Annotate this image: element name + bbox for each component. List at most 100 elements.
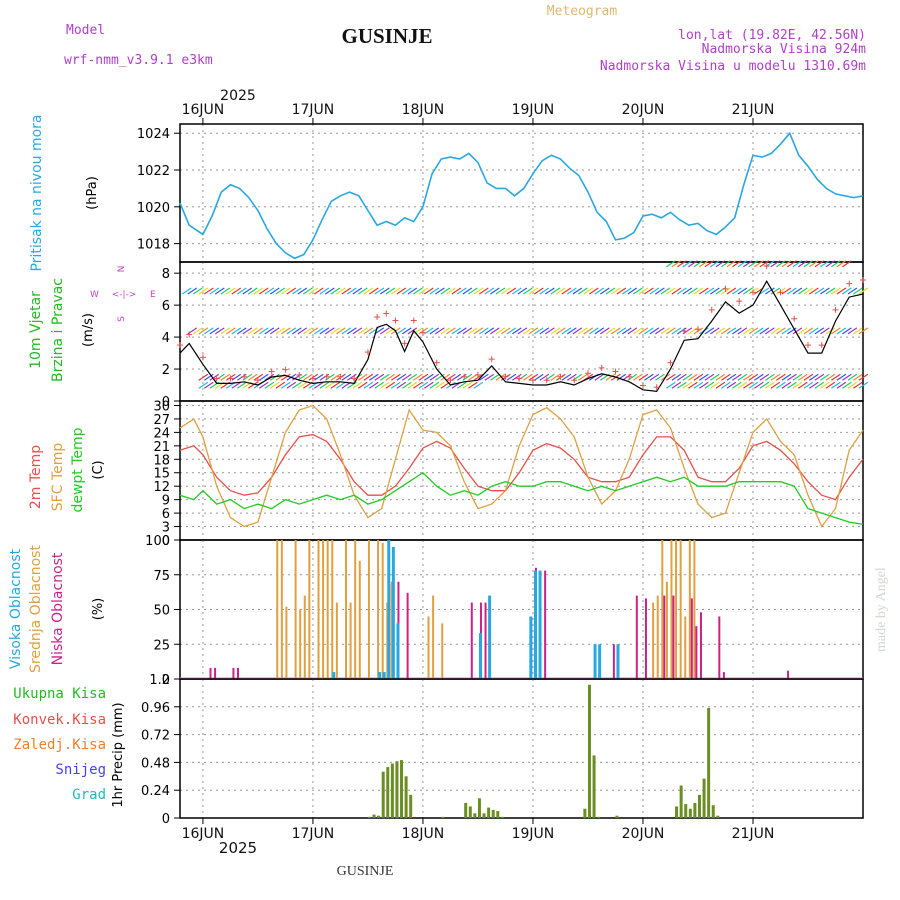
wind-barb [462,287,473,295]
wind-barb [649,373,660,381]
wind-barb [787,260,797,268]
wind-barb [467,287,478,295]
wind-barb [363,381,374,389]
y-tick-label: 0.96 [141,701,170,716]
wind-barb [236,287,247,295]
wind-barb [831,381,841,389]
date-label-bottom: 21JUN [732,826,775,842]
wind-barb [594,327,605,335]
wind-barb [781,327,792,335]
wind-barb [440,287,451,295]
wind-barb [231,287,242,295]
wind-barb [765,287,775,295]
y-tick-label: 21 [153,440,170,455]
wind-barb [781,373,792,381]
wind-barb [737,287,748,295]
wind-barb [611,327,621,335]
precip-bar [496,811,500,818]
wind-barb [842,381,852,389]
wind-barb [809,381,819,389]
gust-mark [461,373,468,380]
wind-barb [693,373,704,381]
wind-barb [836,260,847,268]
wind-barb [556,287,566,295]
wind-barb [341,373,352,381]
precip-bar [409,794,413,818]
wind-barb [352,327,363,335]
wind-barb [671,287,682,295]
gust-mark [488,356,495,363]
wind-barb [759,381,770,389]
gust-mark [516,375,523,382]
wind-barb [258,373,269,381]
wind-barb [247,287,258,295]
wind-barb [743,373,753,381]
wind-barb [489,287,500,295]
wind-barb [836,373,847,381]
wind-panel: 0 2 4 6 8 N W E S <-|-> [90,260,869,410]
wind-barb [523,373,533,381]
wind-barb [770,381,781,389]
wind-barb [209,373,220,381]
wind-barb [594,287,605,295]
wind-barb [291,287,302,295]
wind-barb [214,287,225,295]
wind-barb [682,260,693,268]
wind-barb [203,327,214,335]
wind-barb [627,327,638,335]
compass-n: N [117,266,127,273]
wind-barb [787,381,797,389]
wind-barb [401,287,412,295]
cloud-bar [209,667,212,679]
wind-barb [616,287,627,295]
precip-bar [587,684,591,818]
compass-w: W [90,290,99,300]
cloud-bar [354,540,357,679]
gust-mark [199,354,206,361]
gust-mark [791,315,798,322]
y-tick-label: 9 [162,494,170,509]
y-tick-label: 0.48 [141,756,170,771]
wind-barb [462,381,473,389]
wind-barb [715,381,726,389]
y-tick-label: 18 [153,453,170,468]
wind-speed-line [179,279,864,393]
wind-barb [247,327,258,335]
cloud-bar [331,540,334,679]
location-title: GUSINJE [341,24,432,48]
gust-mark [763,262,770,269]
precip-bar [615,815,619,818]
wind-barb [842,373,852,381]
wind-barb [517,287,528,295]
precip-bar [404,776,408,818]
wind-barb [291,327,302,335]
wind-barb [754,373,764,381]
wind-barb [847,287,858,295]
wind-barb [456,381,467,389]
wind-barb [363,287,374,295]
wind-barb [264,381,275,389]
gust-mark [241,373,248,380]
wind-barb [319,381,330,389]
wind-barb [330,287,341,295]
wind-barb [583,327,594,335]
model-name: wrf-nmm_v3.9.1 e3km [64,53,213,68]
gust-mark [254,377,261,384]
wind-barb [429,287,440,295]
wind-barb [407,373,418,381]
gust-mark [401,340,408,347]
wind-barb [710,260,720,268]
y-tick-label: 100 [145,534,170,549]
gust-mark [374,313,381,320]
cloud-bar [661,540,664,679]
wind-barb [605,327,616,335]
pressure-ylabel: (hPa) [85,176,100,210]
cloud-mid-label: Srednja Oblacnost [28,545,44,673]
wind-barb [302,373,313,381]
wind-barb [506,373,517,381]
wind-barb [280,287,291,295]
wind-barb [478,287,489,295]
wind-barb [798,287,808,295]
wind-barb [858,373,869,381]
wind-barb [682,381,693,389]
